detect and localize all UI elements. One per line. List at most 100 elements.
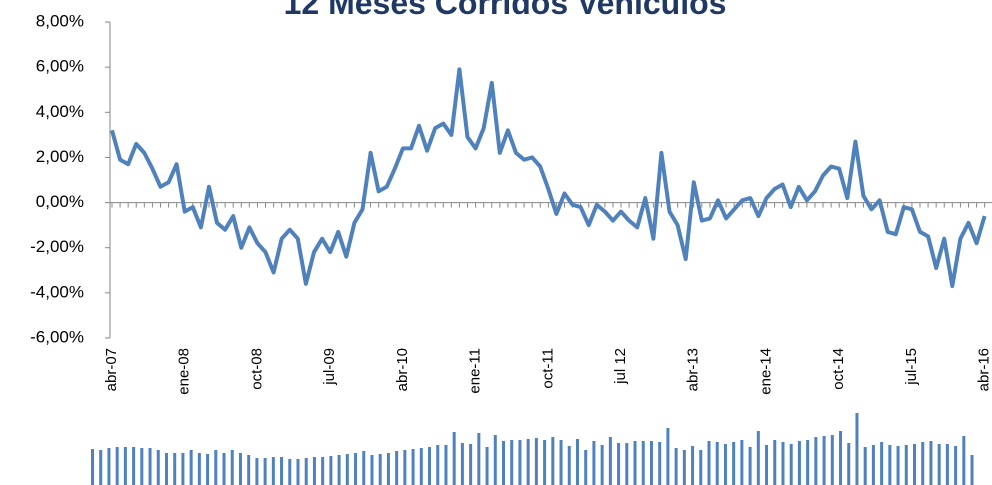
bar: [617, 443, 621, 485]
bar: [477, 433, 481, 485]
y-tick-label: -4,00%: [30, 282, 84, 301]
bar: [575, 439, 579, 485]
bar: [403, 450, 407, 485]
bar: [91, 449, 94, 485]
bar: [271, 457, 275, 485]
bar: [510, 440, 514, 485]
bar: [954, 446, 958, 485]
bar: [666, 428, 670, 485]
bar: [600, 445, 604, 485]
bar: [411, 449, 415, 485]
bar: [436, 445, 440, 485]
x-tick-label: ene-14: [757, 348, 774, 395]
bar: [559, 440, 563, 485]
bar: [880, 442, 884, 485]
x-tick-label: abr-10: [394, 348, 411, 391]
bar: [419, 448, 423, 485]
bar: [238, 453, 242, 485]
bar: [740, 440, 744, 485]
bar: [765, 445, 769, 485]
bar: [164, 453, 168, 485]
bar: [189, 450, 193, 485]
bar: [871, 445, 875, 485]
bar: [970, 455, 974, 485]
bar: [123, 447, 127, 485]
bar: [608, 437, 612, 485]
bar: [173, 453, 177, 485]
bar: [469, 444, 473, 485]
bar: [230, 450, 234, 485]
bar: [707, 441, 711, 485]
bar: [99, 450, 103, 485]
bar: [937, 444, 941, 485]
bar: [888, 445, 892, 485]
bar: [732, 442, 736, 485]
bar: [543, 440, 547, 485]
bar: [460, 443, 464, 485]
bar: [551, 437, 555, 485]
x-tick-label: abr-16: [976, 348, 992, 391]
bar: [362, 451, 366, 485]
bar: [847, 443, 851, 485]
bar: [140, 448, 144, 485]
bar: [329, 456, 333, 485]
chart-title: 12 Meses Corridos Vehículos: [284, 0, 727, 21]
data-line: [110, 67, 987, 289]
bar: [781, 442, 785, 485]
y-tick-label: -2,00%: [30, 237, 84, 256]
x-tick-label: oct-14: [830, 348, 847, 390]
bar: [502, 441, 505, 485]
y-tick-label: 6,00%: [36, 57, 84, 76]
bar: [378, 454, 382, 485]
bar: [715, 442, 719, 485]
bar: [255, 458, 259, 485]
bar: [337, 455, 341, 485]
bar: [222, 453, 226, 485]
bar: [691, 446, 695, 485]
bar: [756, 431, 760, 485]
bar: [682, 450, 686, 485]
bar: [444, 445, 448, 485]
bar: [263, 458, 267, 485]
bar: [641, 441, 645, 485]
bar: [354, 453, 358, 485]
bar: [723, 444, 727, 485]
bar: [132, 447, 136, 485]
bar: [304, 458, 308, 485]
bar: [839, 431, 843, 485]
bar: [896, 446, 900, 485]
y-tick-label: 0,00%: [36, 192, 84, 211]
bar: [296, 459, 300, 485]
x-tick-label: oct-11: [539, 348, 556, 389]
x-tick-label: oct-08: [248, 348, 265, 390]
bar: [649, 441, 653, 485]
bar: [584, 450, 588, 485]
bar: [830, 435, 834, 485]
bar: [181, 453, 185, 485]
bar: [485, 447, 489, 485]
bar: [370, 455, 374, 485]
bar: [247, 455, 251, 485]
x-tick-label: abr-13: [685, 348, 702, 391]
bar: [633, 441, 637, 485]
bar: [945, 444, 949, 485]
bar: [148, 448, 152, 485]
bar: [428, 447, 432, 485]
bar: [197, 453, 201, 485]
bar: [789, 444, 793, 485]
bar: [773, 440, 777, 485]
bar: [526, 439, 530, 485]
bar: [452, 432, 456, 485]
bar: [855, 413, 859, 485]
bar: [345, 454, 349, 485]
bar: [386, 453, 390, 485]
x-tick-label: jul-15: [903, 348, 920, 386]
y-tick-label: 8,00%: [36, 11, 84, 30]
bar: [806, 440, 810, 485]
bar: [395, 451, 399, 485]
x-tick-label: jul 12: [612, 348, 629, 385]
bar: [312, 457, 316, 485]
bar: [822, 436, 826, 485]
bar: [674, 448, 678, 485]
